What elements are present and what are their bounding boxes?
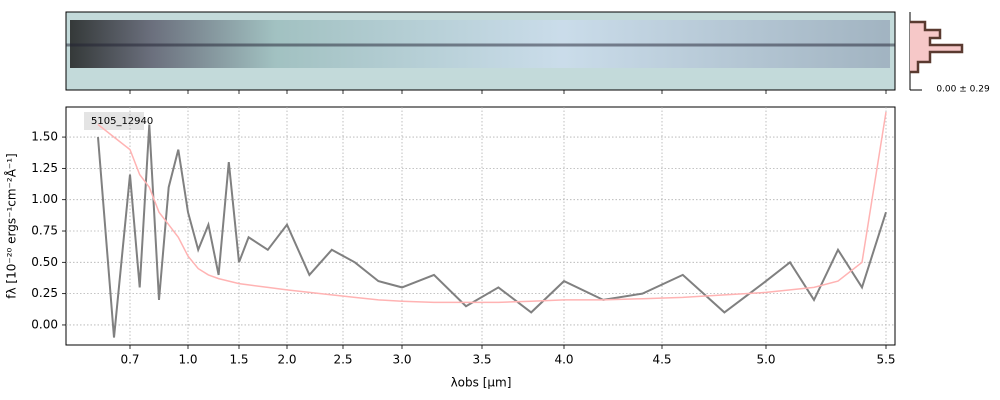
series-line (97, 124, 887, 338)
y-tick-label: 0.50 (31, 255, 58, 269)
x-tick-label: 5.5 (876, 353, 895, 367)
y-tick-label: 0.00 (31, 317, 58, 331)
annotation: 5105_12940 (91, 116, 153, 127)
x-tick-label: 3.0 (392, 353, 411, 367)
y-tick-label: 1.50 (31, 130, 58, 144)
y-tick-label: 1.25 (31, 161, 58, 175)
y-axis-label: fλ [10⁻²⁰ ergs⁻¹cm⁻²Å⁻¹] (4, 153, 19, 298)
y-tick-label: 0.75 (31, 224, 58, 238)
x-tick-label: 5.0 (756, 353, 775, 367)
series-line (97, 111, 887, 304)
x-tick-label: 4.5 (652, 353, 671, 367)
x-tick-label: 3.5 (472, 353, 491, 367)
profile-label: 0.00 ± 0.29 (936, 85, 990, 95)
profile-histogram (910, 20, 964, 74)
y-tick-label: 0.25 (31, 286, 58, 300)
x-tick-label: 1.5 (229, 353, 248, 367)
x-tick-label: 4.0 (554, 353, 573, 367)
y-tick-label: 1.00 (31, 192, 58, 206)
x-tick-label: 2.0 (277, 353, 296, 367)
x-axis-label: λobs [μm] (451, 376, 512, 390)
plot-frame (65, 106, 896, 346)
x-tick-label: 1.0 (178, 353, 197, 367)
x-tick-label: 2.5 (333, 353, 352, 367)
x-tick-label: 0.7 (120, 353, 139, 367)
